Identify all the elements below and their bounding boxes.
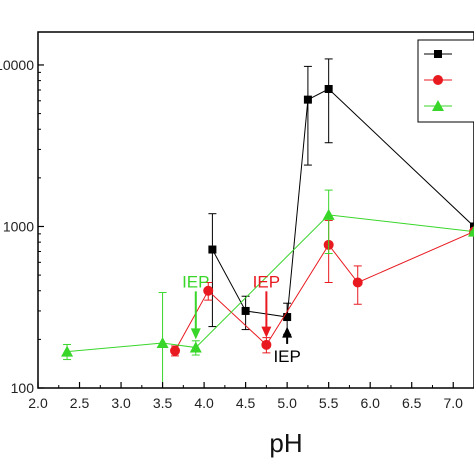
iep-arrow-head bbox=[190, 328, 201, 340]
iep-label: IEP bbox=[273, 347, 300, 366]
legend bbox=[417, 39, 474, 123]
data-point bbox=[208, 245, 217, 254]
data-point bbox=[261, 339, 272, 350]
annotation-layer: IEP IEP IEP bbox=[182, 272, 301, 366]
data-point bbox=[203, 285, 214, 296]
data-point bbox=[156, 336, 169, 348]
plot-frame bbox=[37, 31, 474, 389]
iep-arrow-head bbox=[282, 326, 293, 338]
axis-layer: pH 2.0 2.5 3.0 3.5 4.0 4.5 5.0 5.5 6.0 6.5 7.0 100 1… bbox=[0, 57, 463, 458]
data-point bbox=[189, 341, 202, 353]
x-tick-label: 7.0 bbox=[444, 395, 464, 411]
x-tick-label: 2.5 bbox=[70, 395, 90, 411]
data-point bbox=[61, 345, 74, 357]
data-point bbox=[283, 313, 292, 322]
iep-label: IEP bbox=[253, 272, 280, 291]
data-point bbox=[470, 222, 474, 231]
legend-box bbox=[417, 39, 474, 123]
x-tick-label: 5.5 bbox=[319, 395, 339, 411]
data-point bbox=[352, 277, 363, 288]
series-line-1 bbox=[174, 231, 474, 352]
x-tick-label: 4.5 bbox=[236, 395, 256, 411]
series-line-0 bbox=[211, 88, 474, 318]
iep-label: IEP bbox=[182, 272, 209, 291]
x-tick-label: 2.0 bbox=[28, 395, 48, 411]
x-tick-label: 3.0 bbox=[111, 395, 131, 411]
data-point bbox=[324, 84, 333, 93]
legend-marker-1 bbox=[433, 75, 443, 85]
data-point bbox=[322, 208, 335, 220]
x-tick-label: 5.0 bbox=[277, 395, 297, 411]
y-tick-label: 100 bbox=[11, 380, 35, 396]
legend-marker-2 bbox=[432, 100, 444, 111]
legend-marker-0 bbox=[434, 50, 442, 58]
data-point bbox=[170, 345, 181, 356]
x-tick-label: 4.0 bbox=[194, 395, 214, 411]
x-tick-label: 3.5 bbox=[153, 395, 173, 411]
x-tick-label: 6.5 bbox=[402, 395, 422, 411]
x-axis-title: pH bbox=[269, 428, 302, 458]
iep-arrow-head bbox=[261, 326, 272, 338]
x-tick-label: 6.0 bbox=[360, 395, 380, 411]
data-point bbox=[468, 225, 474, 237]
y-tick-label: 1000 bbox=[3, 218, 34, 234]
plot-layer bbox=[37, 31, 474, 389]
data-point bbox=[303, 95, 312, 104]
data-point bbox=[241, 306, 250, 315]
series-layer bbox=[61, 58, 474, 388]
